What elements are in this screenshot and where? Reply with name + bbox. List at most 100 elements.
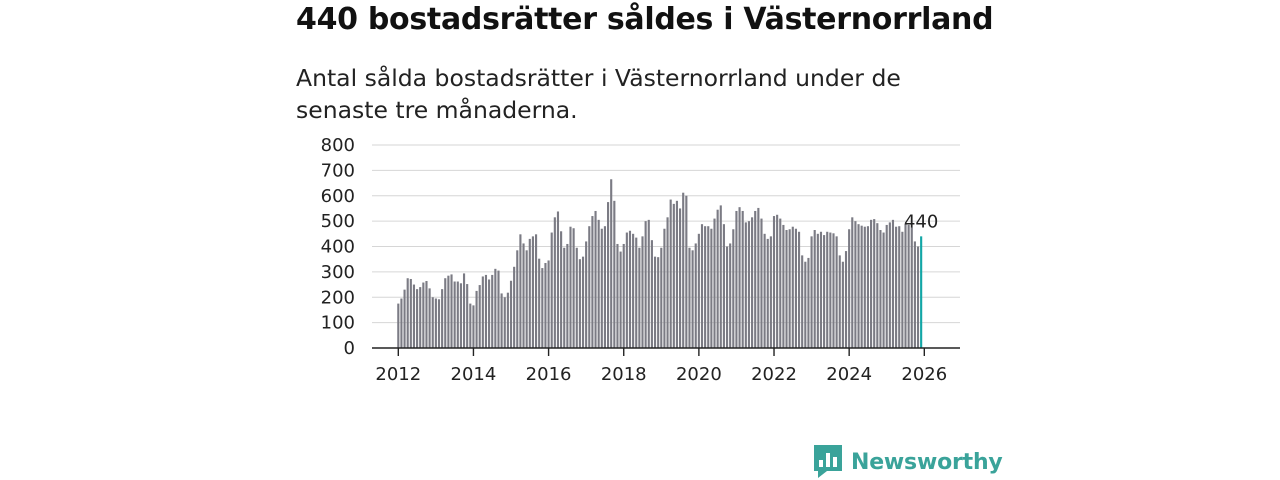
bar xyxy=(538,258,541,348)
bar xyxy=(594,210,597,348)
bar xyxy=(697,233,700,348)
bar xyxy=(832,233,835,348)
bar xyxy=(879,230,882,348)
bar xyxy=(898,226,901,348)
bar xyxy=(607,202,610,348)
bar xyxy=(647,219,650,348)
bar xyxy=(591,216,594,348)
bar xyxy=(776,214,779,348)
bar xyxy=(560,231,563,348)
bar xyxy=(810,236,813,348)
bar xyxy=(444,278,447,348)
bar xyxy=(506,292,509,348)
bar xyxy=(751,217,754,348)
bar xyxy=(666,217,669,348)
bar xyxy=(638,247,641,348)
bar xyxy=(719,205,722,348)
bars xyxy=(397,179,923,349)
bar xyxy=(585,241,588,348)
bar xyxy=(851,217,854,348)
bar xyxy=(844,251,848,348)
bar xyxy=(422,282,425,348)
bar xyxy=(882,232,885,348)
bar xyxy=(406,278,409,348)
y-tick-label: 100 xyxy=(321,313,355,334)
bar xyxy=(497,270,500,348)
bar xyxy=(735,210,738,348)
bar xyxy=(494,268,497,348)
bar xyxy=(600,228,603,348)
bar xyxy=(462,273,466,348)
bar xyxy=(553,217,556,348)
bar xyxy=(459,283,462,348)
bar xyxy=(503,297,506,348)
bar xyxy=(409,278,412,348)
bar xyxy=(744,222,747,348)
highlight-bar xyxy=(920,236,923,348)
bar xyxy=(738,207,741,348)
bar xyxy=(478,285,481,348)
bar xyxy=(491,274,494,348)
newsworthy-logo[interactable]: Newsworthy xyxy=(814,445,1003,479)
bar xyxy=(635,237,638,348)
bar xyxy=(675,200,679,348)
bar xyxy=(860,225,863,348)
bar xyxy=(547,260,550,348)
bar xyxy=(895,226,898,348)
bar xyxy=(669,199,672,348)
bar xyxy=(437,299,441,348)
bar xyxy=(682,192,685,348)
bar xyxy=(397,303,400,348)
bar xyxy=(419,287,422,348)
x-tick-label: 2018 xyxy=(601,364,647,385)
newsworthy-chart-icon xyxy=(814,445,842,478)
bar xyxy=(556,211,560,348)
bar xyxy=(581,256,585,348)
bar xyxy=(816,233,819,348)
bar xyxy=(616,243,619,348)
bar xyxy=(732,229,735,348)
x-tick-label: 2026 xyxy=(901,364,947,385)
x-tick-label: 2012 xyxy=(375,364,421,385)
bar xyxy=(694,243,697,348)
bar xyxy=(782,224,785,348)
bar xyxy=(885,224,888,348)
bar xyxy=(528,238,531,348)
bar xyxy=(804,261,807,348)
bar xyxy=(760,218,763,348)
bar xyxy=(888,222,891,348)
bar xyxy=(707,226,710,348)
bar xyxy=(588,226,591,348)
bar xyxy=(901,231,904,348)
bar xyxy=(857,224,860,348)
bar xyxy=(516,250,519,348)
bar xyxy=(873,219,876,348)
bar xyxy=(428,288,431,348)
bar xyxy=(484,274,488,348)
bar xyxy=(819,231,823,348)
bar xyxy=(779,218,782,348)
bar xyxy=(641,236,644,348)
data-labels: 440 xyxy=(904,211,938,232)
bar xyxy=(628,230,632,348)
y-tick-label: 700 xyxy=(321,160,355,181)
bar xyxy=(563,247,566,348)
bar xyxy=(807,257,810,348)
bar xyxy=(679,208,682,348)
bar xyxy=(691,250,694,348)
bar xyxy=(716,209,719,348)
bar xyxy=(572,228,575,348)
y-tick-label: 200 xyxy=(321,287,355,308)
bar xyxy=(472,305,475,348)
bar xyxy=(891,219,895,348)
bar xyxy=(597,219,600,348)
bar xyxy=(619,251,622,348)
bar xyxy=(469,303,472,348)
bar xyxy=(625,232,628,348)
bar xyxy=(729,243,732,348)
bar xyxy=(788,229,791,348)
bar xyxy=(644,221,647,349)
bar xyxy=(412,284,416,348)
bar xyxy=(622,243,625,348)
bar xyxy=(475,290,478,348)
